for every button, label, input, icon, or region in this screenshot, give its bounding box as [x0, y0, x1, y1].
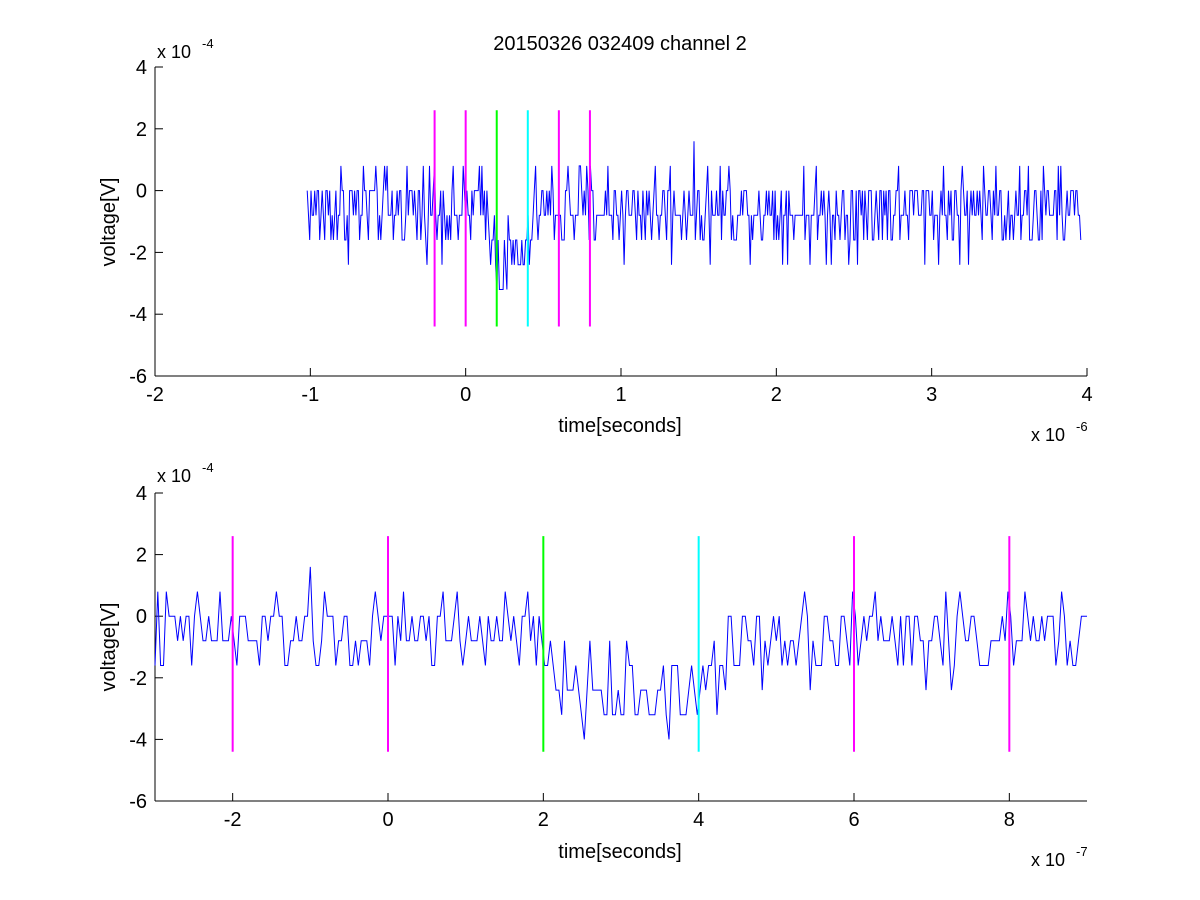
top-x-tick-label: 0	[460, 384, 471, 406]
bottom-signal-line	[154, 566, 1087, 740]
bottom-x-tick-label: 2	[538, 809, 549, 831]
top-x-tick-label: -1	[301, 384, 319, 406]
bottom-x-tick-label: 8	[1004, 809, 1015, 831]
bottom-y-tick-label: 0	[136, 606, 147, 628]
top-plot: x 10 -4 x 10 -6 time[seconds] voltage[V]…	[98, 36, 1093, 445]
top-x-tick-label: -2	[146, 384, 164, 406]
top-x-tick-label: 3	[926, 384, 937, 406]
bottom-y-tick-label: 2	[136, 545, 147, 567]
top-signal-line	[306, 141, 1082, 290]
top-x-tick-label: 2	[771, 384, 782, 406]
top-y-tick-label: -4	[129, 304, 147, 326]
bottom-y-axis-label: voltage[V]	[98, 603, 120, 692]
top-y-axis-label: voltage[V]	[98, 178, 120, 267]
bottom-x-tick-label: -2	[224, 809, 242, 831]
bottom-y-tick-label: -4	[129, 729, 147, 751]
top-x-axis-label: time[seconds]	[558, 415, 681, 437]
bottom-y-exponent-power: -4	[202, 460, 214, 475]
bottom-x-exponent-power: -7	[1076, 844, 1088, 859]
bottom-y-tick-label: -2	[129, 668, 147, 690]
top-x-exponent-power: -6	[1076, 419, 1088, 434]
bottom-x-axis-label: time[seconds]	[558, 841, 681, 863]
top-y-tick-label: 4	[136, 57, 147, 79]
top-y-tick-label: -2	[129, 242, 147, 264]
bottom-x-tick-label: 6	[848, 809, 859, 831]
bottom-x-tick-label: 0	[382, 809, 393, 831]
bottom-y-tick-label: -6	[129, 791, 147, 813]
top-x-exponent-base: x 10	[1031, 425, 1065, 445]
bottom-y-exponent-base: x 10	[157, 466, 191, 486]
bottom-x-tick-label: 4	[693, 809, 704, 831]
figure-title: 20150326 032409 channel 2	[493, 33, 747, 55]
top-y-exponent-power: -4	[202, 36, 214, 51]
top-y-tick-label: 0	[136, 181, 147, 203]
top-x-tick-label: 1	[615, 384, 626, 406]
top-y-tick-label: 2	[136, 119, 147, 141]
bottom-y-tick-label: 4	[136, 483, 147, 505]
bottom-x-exponent-base: x 10	[1031, 850, 1065, 870]
top-y-tick-label: -6	[129, 366, 147, 388]
top-x-tick-label: 4	[1081, 384, 1092, 406]
bottom-plot: x 10 -4 x 10 -7 time[seconds] voltage[V]…	[98, 460, 1088, 870]
top-y-exponent-base: x 10	[157, 42, 191, 62]
